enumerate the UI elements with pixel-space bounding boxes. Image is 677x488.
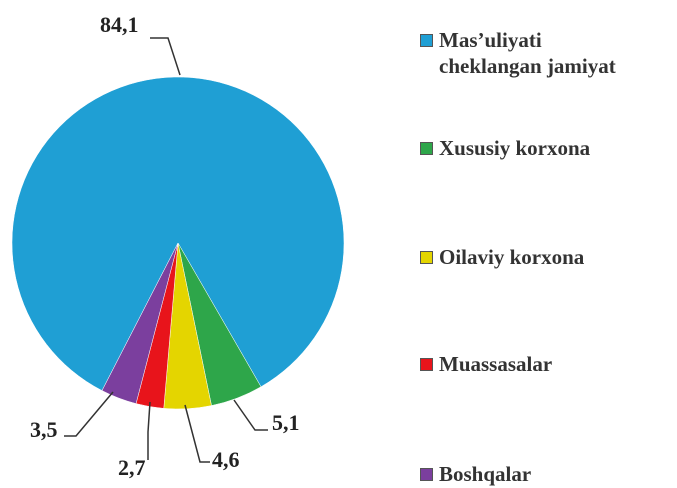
data-label: 4,6 [212,447,240,472]
data-label: 3,5 [30,417,58,442]
legend-swatch [420,34,433,47]
legend-item: Xususiy korxona [420,135,675,161]
legend-item: Mas’uliyati cheklangan jamiyat [420,27,675,79]
leader-line [184,404,210,463]
legend-item: Muassasalar [420,351,675,377]
pie-slice [101,242,179,404]
legend-swatch [420,358,433,371]
legend-label: Oilaviy korxona [439,245,585,269]
legend-label: Xususiy korxona [439,136,591,160]
pie-slice [11,76,345,391]
leader-line [64,391,114,437]
legend-label: Boshqalar [439,462,532,486]
leader-line [147,401,151,460]
data-label: 5,1 [272,410,300,435]
legend-item: Boshqalar [420,461,675,487]
data-label: 84,1 [100,12,139,37]
legend-swatch [420,468,433,481]
data-label: 2,7 [118,455,146,480]
legend-swatch [420,142,433,155]
legend-label: Mas’uliyati cheklangan jamiyat [439,28,616,78]
legend-item: Oilaviy korxona [420,244,675,270]
legend-swatch [420,251,433,264]
leader-line [233,399,268,431]
leader-line [150,37,181,76]
legend-label: Muassasalar [439,352,553,376]
